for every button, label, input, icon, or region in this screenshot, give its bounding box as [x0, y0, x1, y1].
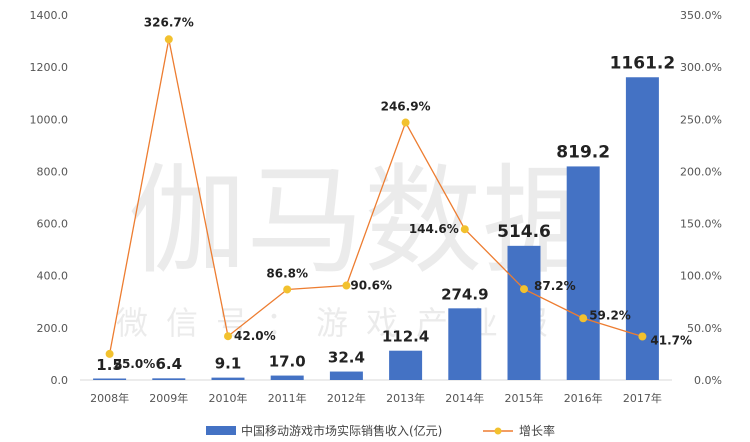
- bar-value-label: 1.5: [96, 356, 123, 374]
- legend: 中国移动游戏市场实际销售收入(亿元) 增长率: [206, 423, 555, 438]
- revenue-bar: [448, 308, 482, 380]
- growth-marker: [164, 35, 173, 44]
- right-y-axis: 0.0% 50.0% 100.0% 150.0% 200.0% 250.0% 300.0% 3…: [680, 9, 722, 387]
- right-y-tick-label: 250.0%: [680, 113, 722, 126]
- growth-value-label: 87.2%: [534, 279, 576, 293]
- left-y-tick-label: 200.0: [37, 322, 69, 335]
- growth-value-label: 41.7%: [650, 334, 692, 348]
- growth-value-label: 59.2%: [589, 308, 631, 322]
- bar-value-label: 9.1: [215, 355, 242, 373]
- right-y-tick-label: 50.0%: [687, 322, 722, 335]
- growth-line-series: 25.0% 326.7% 42.0% 86.8% 90.6% 246.9% 144.6% 87…: [105, 15, 692, 371]
- growth-value-label: 326.7%: [144, 15, 194, 29]
- revenue-bar: [329, 371, 363, 380]
- right-y-tick-label: 150.0%: [680, 218, 722, 231]
- growth-marker: [342, 281, 351, 290]
- bar-value-label: 17.0: [269, 353, 306, 371]
- growth-marker: [224, 332, 232, 341]
- revenue-bar: [93, 378, 127, 380]
- growth-marker: [283, 285, 292, 294]
- growth-value-label: 42.0%: [234, 329, 276, 343]
- growth-value-label: 86.8%: [266, 266, 308, 280]
- left-y-tick-label: 0.0: [51, 374, 69, 387]
- x-tick-label: 2008年: [90, 391, 129, 405]
- growth-marker: [520, 285, 528, 294]
- bar-series: 1.5 6.4 9.1 17.0 32.4 112.4 274.9 514.6 819.2 116…: [93, 53, 675, 380]
- legend-line-label: 增长率: [519, 423, 555, 438]
- x-tick-label: 2017年: [623, 391, 662, 405]
- bar-value-label: 819.2: [556, 142, 610, 162]
- left-y-tick-label: 1000.0: [30, 113, 69, 126]
- left-y-axis: 0.0 200.0 400.0 600.0 800.0 1000.0 1200.0 1400.…: [30, 9, 69, 387]
- x-tick-label: 2013年: [386, 391, 425, 405]
- revenue-bar: [625, 77, 659, 380]
- legend-bar-label: 中国移动游戏市场实际销售收入(亿元): [241, 423, 442, 438]
- x-tick-label: 2009年: [149, 391, 188, 405]
- growth-value-label: 25.0%: [114, 357, 156, 371]
- growth-marker: [579, 314, 588, 323]
- right-y-tick-label: 100.0%: [680, 270, 722, 283]
- growth-value-label: 90.6%: [350, 279, 392, 293]
- right-y-tick-label: 0.0%: [694, 374, 722, 387]
- bar-value-label: 514.6: [497, 222, 551, 242]
- x-tick-label: 2011年: [268, 391, 307, 405]
- x-tick-label: 2016年: [564, 391, 603, 405]
- legend-bar-swatch: [206, 426, 236, 435]
- right-y-tick-label: 200.0%: [680, 165, 722, 178]
- growth-value-label: 144.6%: [409, 222, 459, 236]
- bar-value-label: 274.9: [441, 285, 488, 303]
- revenue-bar: [389, 350, 423, 380]
- left-y-tick-label: 400.0: [37, 270, 69, 283]
- bar-value-label: 1161.2: [610, 53, 676, 73]
- x-tick-label: 2012年: [327, 391, 366, 405]
- x-tick-label: 2010年: [209, 391, 248, 405]
- bar-value-label: 6.4: [156, 355, 183, 373]
- right-y-tick-label: 300.0%: [680, 61, 722, 74]
- left-y-tick-label: 1400.0: [30, 9, 69, 22]
- revenue-bar: [211, 377, 245, 380]
- growth-marker: [638, 332, 647, 341]
- growth-marker: [401, 118, 410, 127]
- x-tick-label: 2015年: [505, 391, 544, 405]
- left-y-tick-label: 600.0: [37, 218, 69, 231]
- right-y-tick-label: 350.0%: [680, 9, 722, 22]
- x-tick-label: 2014年: [445, 391, 484, 405]
- watermark-sub: 微信号：游戏产业报告: [116, 304, 616, 342]
- growth-value-label: 246.9%: [381, 100, 431, 114]
- growth-marker: [460, 225, 469, 234]
- left-y-tick-label: 1200.0: [30, 61, 69, 74]
- growth-line: [108, 39, 643, 355]
- revenue-bar: [270, 375, 304, 380]
- growth-marker: [105, 349, 114, 358]
- bar-value-label: 112.4: [382, 328, 429, 346]
- bar-value-label: 32.4: [328, 349, 365, 367]
- left-y-tick-label: 800.0: [37, 165, 69, 178]
- revenue-bar: [152, 378, 186, 380]
- x-axis: 2008年 2009年 2010年 2011年 2012年 2013年 2014年 2015年…: [80, 379, 672, 405]
- revenue-bar: [566, 166, 600, 380]
- legend-line-marker: [494, 427, 502, 435]
- revenue-bar: [507, 245, 541, 380]
